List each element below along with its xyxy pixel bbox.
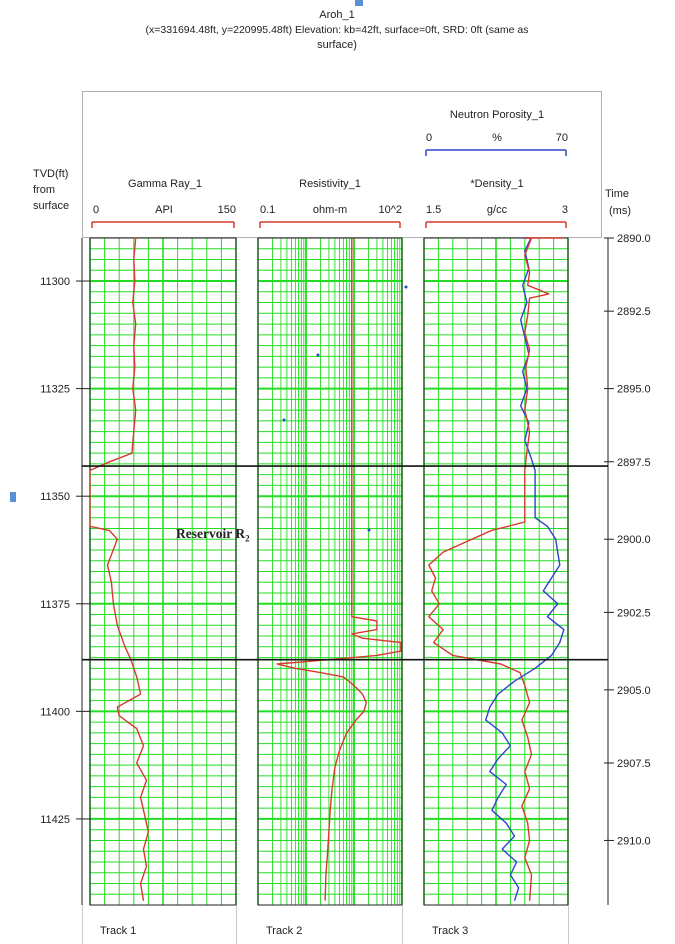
track-border	[89, 237, 237, 906]
depth-tick-label: 11400	[40, 706, 70, 718]
curve-resistivity-1	[276, 238, 402, 901]
time-tick-label: 2897.5	[617, 457, 651, 469]
depth-label-line1: TVD(ft)	[33, 168, 69, 180]
resistivity-unit: ohm-m	[312, 204, 348, 216]
track3-label[interactable]: Track 3	[432, 925, 469, 937]
depth-tick-label: 11375	[40, 599, 70, 611]
time-tick-label: 2890.0	[617, 233, 651, 245]
track2-label[interactable]: Track 2	[266, 925, 303, 937]
neutron-min-label: 0	[426, 132, 433, 144]
well-location-line1: (x=331694.48ft, y=220995.48ft) Elevation…	[145, 24, 529, 36]
track-border	[257, 237, 403, 906]
time-tick-label: 2902.5	[617, 607, 651, 619]
time-tick-label: 2895.0	[617, 384, 651, 396]
depth-tick-label: 11325	[40, 384, 70, 396]
depth-tick-label: 11300	[40, 276, 70, 288]
time-label-line1: Time	[604, 188, 630, 200]
top-marker[interactable]	[355, 0, 363, 6]
reservoir-annotation: Reservoir R2	[176, 527, 250, 546]
reservoir-annotation-text: Reservoir R	[176, 526, 246, 541]
data-point-marker	[282, 418, 286, 422]
neutron-unit: %	[492, 132, 502, 144]
depth-label-line3: surface	[33, 200, 70, 212]
data-point-marker	[367, 528, 371, 532]
gamma-ray-max-label: 150	[217, 204, 236, 216]
footer-separator	[568, 905, 569, 944]
density-min-label: 1.5	[426, 204, 442, 216]
reservoir-annotation-subscript: 2	[245, 533, 250, 544]
data-point-marker	[316, 353, 320, 357]
density-max-label: 3	[561, 204, 568, 216]
depth-tick-label: 11350	[40, 491, 70, 503]
resistivity-max-label: 10^2	[378, 204, 402, 216]
gamma-ray-name: Gamma Ray_1	[128, 178, 202, 190]
neutron-max-label: 70	[555, 132, 568, 144]
time-tick-label: 2907.5	[617, 758, 651, 770]
gamma-ray-min-label: 0	[93, 204, 100, 216]
time-tick-label: 2910.0	[617, 835, 651, 847]
neutron-name: Neutron Porosity_1	[449, 109, 545, 121]
footer-separator	[236, 905, 237, 944]
curve-gamma-ray-1	[89, 237, 150, 901]
well-location-line2: surface)	[317, 39, 357, 51]
time-tick-label: 2905.0	[617, 685, 651, 697]
resistivity-min-label: 0.1	[260, 204, 276, 216]
track1-label[interactable]: Track 1	[100, 925, 137, 937]
time-tick-label: 2900.0	[617, 534, 651, 546]
depth-tick-label: 11425	[40, 814, 70, 826]
density-name: *Density_1	[470, 178, 524, 190]
curve-density-1	[428, 237, 564, 901]
depth-label-line2: from	[33, 184, 55, 196]
track-border	[423, 237, 569, 906]
footer-separator	[82, 905, 83, 944]
left-marker[interactable]	[10, 492, 16, 502]
well-name: Aroh_1	[319, 9, 355, 21]
footer-separator	[402, 905, 403, 944]
curve-neutron-porosity-1	[485, 237, 565, 901]
time-label-line2: (ms)	[609, 205, 631, 217]
resistivity-name: Resistivity_1	[299, 178, 361, 190]
density-unit: g/cc	[486, 204, 508, 216]
time-tick-label: 2892.5	[617, 306, 651, 318]
data-point-marker	[404, 285, 408, 289]
gamma-ray-unit: API	[155, 204, 173, 216]
